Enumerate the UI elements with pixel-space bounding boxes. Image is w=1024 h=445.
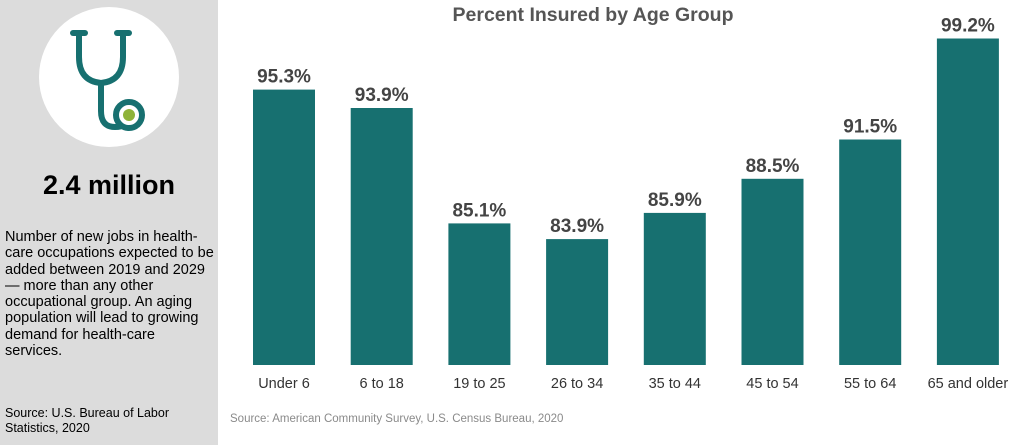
sidebar: 2.4 million Number of new jobs in health… xyxy=(0,0,218,445)
stethoscope-icon xyxy=(70,30,145,131)
bar xyxy=(448,223,511,365)
chart-title: Percent Insured by Age Group xyxy=(452,4,734,26)
category-label: Under 6 xyxy=(258,376,310,392)
category-label: 26 to 34 xyxy=(551,376,603,392)
bar xyxy=(839,139,902,365)
chart-area: Percent Insured by Age Group 95.3% Under … xyxy=(218,0,1024,445)
big-number: 2.4 million xyxy=(42,170,176,200)
bar xyxy=(643,212,706,365)
bar xyxy=(546,239,609,365)
bar xyxy=(741,178,804,365)
category-label: 45 to 54 xyxy=(746,376,798,392)
bar-chart: 95.3% Under 6 93.9% 6 to 18 85.1% 19 to 25 83.… xyxy=(253,16,1009,392)
category-label: 55 to 64 xyxy=(844,376,896,392)
chart-source: Source: American Community Survey, U.S. … xyxy=(230,413,564,425)
category-label: 6 to 18 xyxy=(360,376,404,392)
icon-circle xyxy=(39,7,179,147)
category-label: 19 to 25 xyxy=(453,376,505,392)
bar-value-label: 85.9% xyxy=(648,190,702,211)
bar-value-label: 83.9% xyxy=(550,216,604,237)
bar-value-label: 85.1% xyxy=(452,200,506,221)
bar xyxy=(936,38,999,365)
description-text: Number of new jobs in health-care occupa… xyxy=(5,229,214,360)
sidebar-source: Source: U.S. Bureau of Labor Statistics,… xyxy=(5,406,169,435)
bar xyxy=(253,89,315,365)
category-label: 35 to 44 xyxy=(649,376,701,392)
category-label: 65 and older xyxy=(928,376,1009,392)
bar-value-label: 95.3% xyxy=(257,67,311,88)
bar xyxy=(350,108,413,365)
bar-value-label: 91.5% xyxy=(843,117,897,138)
bar-value-label: 99.2% xyxy=(941,16,995,37)
bar-value-label: 93.9% xyxy=(355,85,409,106)
bar-value-label: 88.5% xyxy=(746,156,800,177)
